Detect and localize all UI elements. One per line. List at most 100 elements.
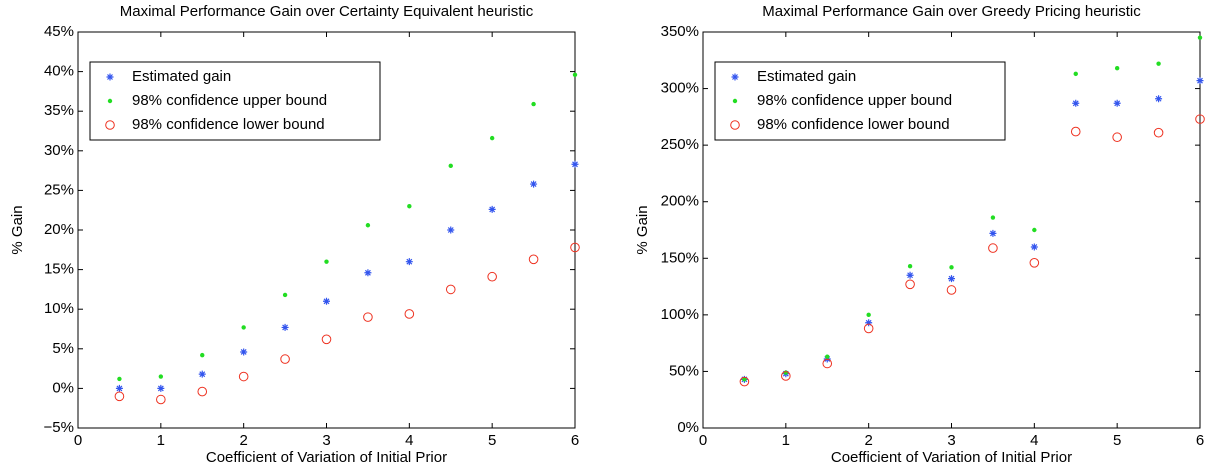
- marker-star: [447, 226, 455, 234]
- marker-circle: [1195, 114, 1205, 124]
- marker-star: [1155, 95, 1163, 103]
- legend: Estimated gain 98% confidence upper bound…: [89, 61, 381, 141]
- marker-circle: [114, 391, 125, 402]
- marker-circle: [1112, 132, 1122, 143]
- y-tick-label: 25%: [44, 181, 74, 198]
- marker-dot: [324, 259, 329, 264]
- marker-circle: [105, 120, 115, 130]
- marker-dot: [117, 376, 122, 382]
- y-tick-label: 0%: [677, 419, 699, 436]
- legend-label: Estimated gain: [757, 68, 856, 85]
- marker-dot: [107, 98, 113, 104]
- marker-star: [948, 275, 955, 283]
- marker-star: [364, 269, 372, 277]
- marker-star: [106, 73, 114, 81]
- chart: Maximal Performance Gain over Certainty …: [9, 3, 580, 466]
- marker-star: [530, 180, 538, 188]
- marker-dot: [783, 370, 789, 375]
- marker-dot: [407, 204, 412, 209]
- marker-circle: [1029, 258, 1040, 268]
- y-tick-label: 35%: [44, 102, 74, 119]
- marker-circle: [739, 376, 750, 387]
- y-tick-label: 45%: [44, 23, 74, 40]
- y-tick-label: 100%: [661, 306, 699, 323]
- marker-star: [281, 323, 289, 331]
- x-tick-label: 6: [1196, 432, 1204, 449]
- y-tick-label: 0%: [52, 379, 74, 396]
- marker-dot: [365, 223, 371, 228]
- marker-star: [488, 205, 496, 213]
- marker-dot: [448, 163, 453, 169]
- y-axis-label: % Gain: [9, 205, 26, 254]
- legend-label: 98% confidence lower bound: [132, 116, 325, 133]
- marker-circle: [730, 120, 740, 130]
- legend-label: 98% confidence lower bound: [757, 116, 950, 133]
- marker-star: [989, 229, 997, 237]
- x-tick-label: 1: [157, 432, 165, 449]
- marker-star: [571, 160, 579, 168]
- y-tick-label: 350%: [661, 23, 699, 40]
- marker-circle: [1070, 126, 1081, 137]
- marker-dot: [200, 352, 205, 358]
- y-tick-label: 15%: [44, 261, 74, 278]
- x-axis-label: Coefficient of Variation of Initial Prio…: [831, 449, 1072, 466]
- marker-star: [323, 297, 330, 305]
- y-tick-label: 50%: [669, 362, 699, 379]
- marker-circle: [238, 371, 249, 382]
- marker-circle: [988, 243, 998, 253]
- x-tick-label: 3: [947, 432, 955, 449]
- legend-label: 98% confidence upper bound: [132, 92, 327, 109]
- legend-box: [89, 61, 381, 141]
- marker-dot: [241, 325, 246, 330]
- x-tick-label: 4: [1030, 432, 1038, 449]
- marker-circle: [946, 285, 957, 295]
- marker-dot: [907, 264, 913, 269]
- marker-dot: [1156, 61, 1161, 66]
- marker-circle: [156, 394, 166, 405]
- marker-dot: [531, 101, 536, 107]
- marker-dot: [732, 98, 738, 104]
- y-tick-label: 20%: [44, 221, 74, 238]
- x-tick-label: 6: [571, 432, 579, 449]
- y-tick-label: −5%: [44, 419, 74, 436]
- marker-circle: [1153, 127, 1164, 138]
- marker-circle: [570, 242, 580, 253]
- marker-dot: [158, 374, 164, 379]
- marker-circle: [363, 312, 373, 322]
- marker-circle: [528, 254, 539, 265]
- marker-dot: [1032, 227, 1037, 233]
- x-tick-label: 0: [699, 432, 707, 449]
- marker-circle: [905, 279, 915, 290]
- y-tick-label: 150%: [661, 249, 699, 266]
- marker-circle: [445, 284, 456, 295]
- marker-circle: [404, 309, 415, 319]
- marker-star: [1072, 99, 1080, 107]
- y-tick-label: 40%: [44, 63, 74, 80]
- legend-label: 98% confidence upper bound: [757, 92, 952, 109]
- x-tick-label: 2: [864, 432, 872, 449]
- marker-star: [198, 370, 206, 378]
- y-tick-label: 5%: [52, 340, 74, 357]
- x-tick-label: 4: [405, 432, 413, 449]
- x-tick-label: 5: [1113, 432, 1121, 449]
- marker-dot: [825, 354, 830, 359]
- marker-star: [157, 384, 165, 392]
- y-tick-label: 30%: [44, 142, 74, 159]
- y-tick-label: 300%: [661, 80, 699, 97]
- marker-circle: [487, 271, 497, 282]
- y-axis-label: % Gain: [634, 205, 651, 254]
- marker-star: [731, 73, 739, 81]
- chart: Maximal Performance Gain over Greedy Pri…: [634, 3, 1205, 466]
- x-tick-label: 1: [782, 432, 790, 449]
- marker-dot: [866, 312, 871, 318]
- marker-dot: [1197, 35, 1203, 40]
- legend-label: Estimated gain: [132, 68, 231, 85]
- marker-dot: [990, 215, 996, 220]
- marker-dot: [572, 72, 578, 77]
- x-tick-label: 2: [239, 432, 247, 449]
- marker-star: [906, 271, 914, 279]
- marker-star: [405, 258, 413, 266]
- marker-circle: [321, 334, 332, 345]
- x-tick-label: 0: [74, 432, 82, 449]
